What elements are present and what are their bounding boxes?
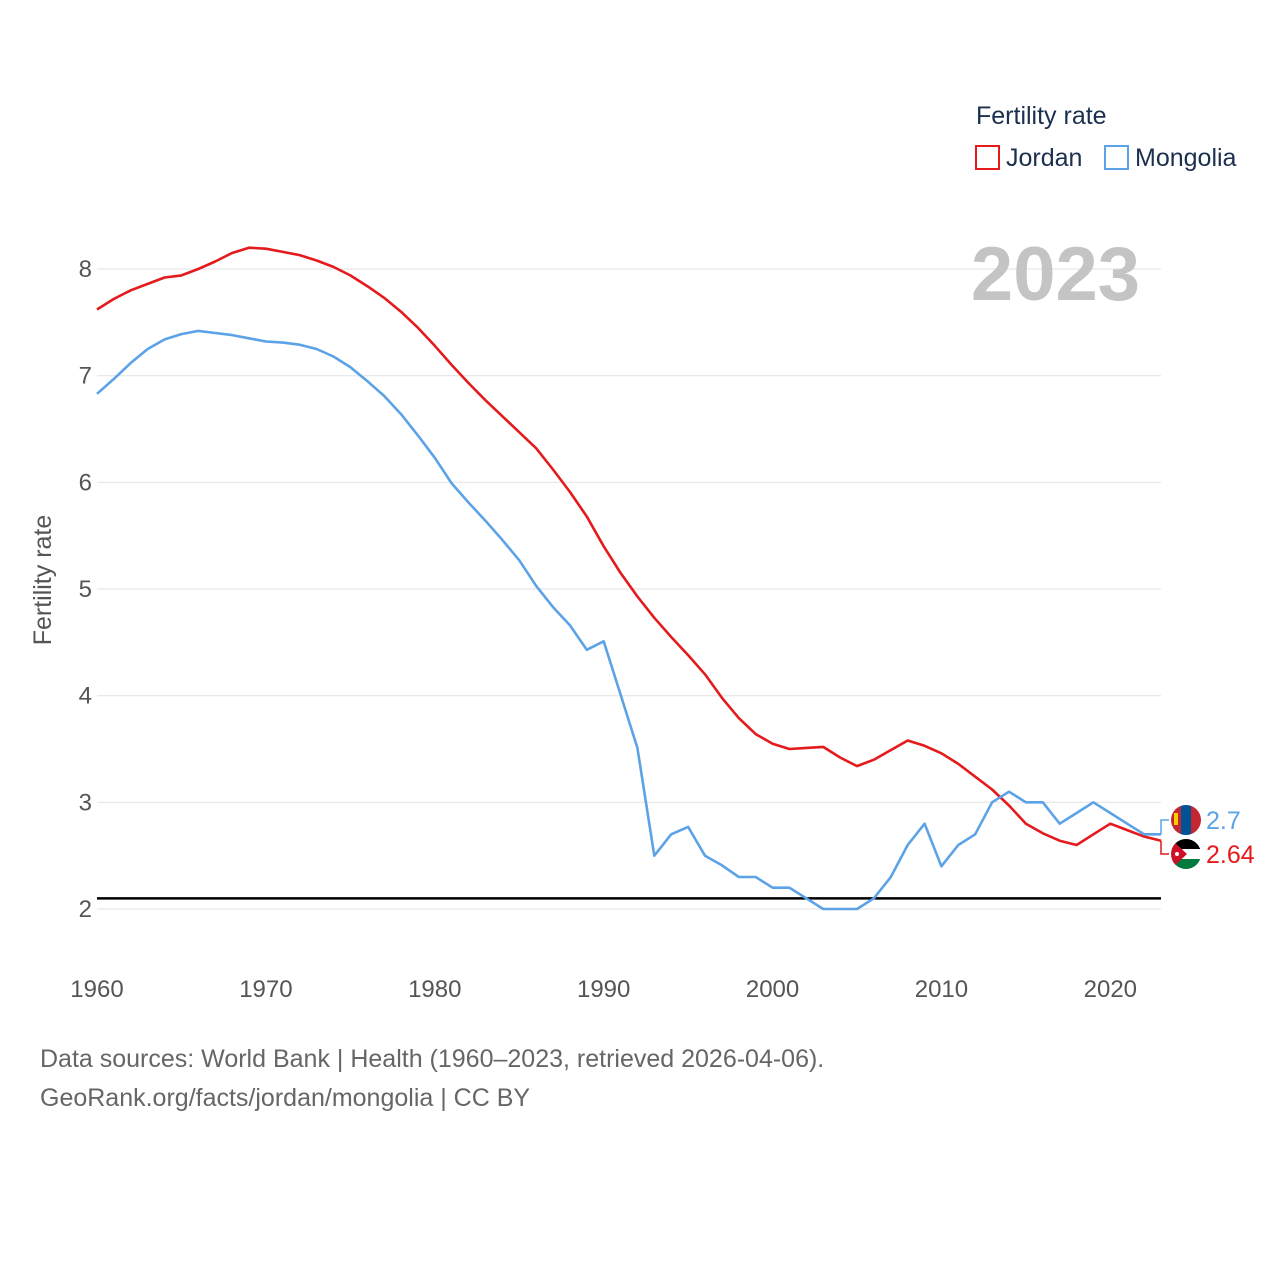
x-tick-1990: 1990 xyxy=(577,976,630,1003)
y-tick-7: 7 xyxy=(79,363,92,390)
end-label-jordan: 2.64 xyxy=(1206,841,1255,869)
legend-title: Fertility rate xyxy=(976,102,1107,130)
end-label-mongolia: 2.7 xyxy=(1206,807,1241,835)
gridlines xyxy=(97,268,1161,910)
legend-label-mongolia: Mongolia xyxy=(1135,144,1237,172)
series-line-jordan[interactable] xyxy=(96,246,1162,847)
end-connector-jordan xyxy=(1160,840,1169,855)
footer-source: Data sources: World Bank | Health (1960–… xyxy=(40,1045,825,1073)
x-tick-1960: 1960 xyxy=(70,976,123,1003)
legend: Fertility rate Jordan Mongolia xyxy=(975,102,1237,172)
legend-item-mongolia[interactable]: Mongolia xyxy=(1104,144,1237,172)
x-tick-2020: 2020 xyxy=(1084,976,1137,1003)
year-label: 2023 xyxy=(971,232,1140,317)
y-tick-2: 2 xyxy=(79,896,92,923)
end-labels: 2.64 2.7 xyxy=(1160,807,1255,869)
y-tick-6: 6 xyxy=(79,469,92,496)
y-tick-3: 3 xyxy=(79,789,92,816)
jordan-flag-icon xyxy=(1171,839,1201,869)
x-tick-2000: 2000 xyxy=(746,976,799,1003)
end-connector-mongolia xyxy=(1160,819,1169,835)
y-tick-5: 5 xyxy=(79,576,92,603)
x-tick-labels: 1960 1970 1980 1990 2000 2010 2020 xyxy=(70,976,1137,1003)
series-line-mongolia[interactable] xyxy=(96,329,1161,911)
y-tick-4: 4 xyxy=(79,683,92,710)
x-tick-1970: 1970 xyxy=(239,976,292,1003)
y-tick-8: 8 xyxy=(79,256,92,283)
legend-swatch-mongolia xyxy=(1104,145,1129,170)
y-tick-labels: 2 3 4 5 6 7 8 xyxy=(79,256,92,923)
legend-label-jordan: Jordan xyxy=(1006,144,1082,172)
mongolia-flag-icon xyxy=(1171,805,1201,835)
x-tick-1980: 1980 xyxy=(408,976,461,1003)
footer-credit[interactable]: GeoRank.org/facts/jordan/mongolia | CC B… xyxy=(40,1084,531,1112)
legend-item-jordan[interactable]: Jordan xyxy=(975,144,1082,172)
legend-swatch-jordan xyxy=(975,145,1000,170)
series-lines xyxy=(96,246,1162,911)
y-axis-title: Fertility rate xyxy=(29,515,57,646)
x-tick-2010: 2010 xyxy=(915,976,968,1003)
